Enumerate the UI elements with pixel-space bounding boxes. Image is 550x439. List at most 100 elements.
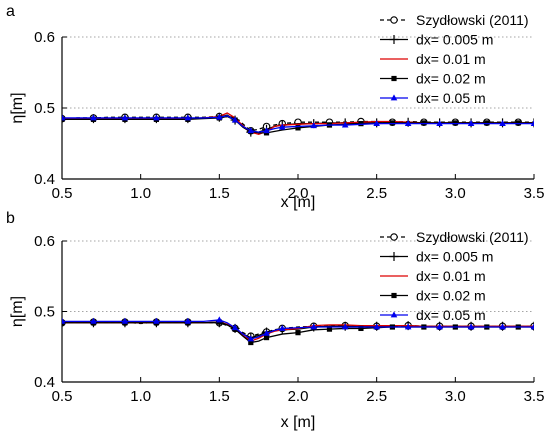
data-point: [263, 127, 270, 134]
y-tick-label: 0.4: [34, 171, 55, 188]
legend-entry: dx= 0.02 m: [416, 71, 486, 87]
y-axis-label: η[m]: [9, 296, 26, 327]
data-point: [310, 323, 318, 330]
data-point: [389, 252, 399, 261]
data-point: [515, 120, 521, 126]
series-line: [62, 115, 534, 133]
data-point: [499, 323, 506, 330]
data-point: [278, 123, 286, 130]
data-point: [216, 113, 223, 120]
series-line: [62, 115, 534, 132]
data-point: [390, 16, 398, 24]
data-point: [390, 311, 398, 318]
data-point: [484, 120, 490, 126]
legend: Szydłowski (2011) dx= 0.005 m dx= 0.01 m dx…: [380, 229, 529, 323]
chart-panel-a: a0.5 1.0 1.5 2.0 2.5 3.0 3.50.40.50.6x [m]η[m]…: [6, 3, 544, 211]
data-point: [121, 317, 129, 324]
data-point: [404, 120, 412, 127]
data-point: [62, 114, 66, 121]
series-4: [62, 113, 534, 134]
data-point: [373, 120, 380, 127]
data-point: [467, 323, 475, 330]
data-point: [184, 317, 192, 324]
y-tick-label: 0.6: [34, 233, 55, 250]
x-tick-label: 2.5: [366, 388, 387, 405]
legend-entry: Szydłowski (2011): [416, 12, 529, 28]
legend: Szydłowski (2011) dx= 0.005 m dx= 0.01 m dx…: [380, 12, 529, 106]
data-point: [263, 329, 270, 336]
x-tick-label: 0.5: [52, 388, 73, 405]
data-point: [184, 114, 192, 121]
data-point: [216, 316, 223, 323]
legend-entry: dx= 0.005 m: [416, 249, 493, 265]
legend-entry: dx= 0.05 m: [416, 307, 486, 323]
series-line: [62, 115, 534, 134]
data-point: [247, 127, 255, 134]
data-point: [231, 116, 239, 123]
x-tick-label: 2.0: [288, 185, 309, 202]
data-point: [389, 120, 395, 126]
data-point: [391, 75, 397, 82]
data-point: [153, 317, 160, 324]
data-point: [341, 323, 349, 330]
data-point: [90, 114, 97, 121]
series-3: [62, 319, 534, 346]
x-tick-label: 3.5: [524, 185, 545, 202]
data-point: [421, 120, 427, 126]
x-tick-label: 2.5: [366, 185, 387, 202]
data-point: [436, 120, 443, 127]
x-tick-label: 3.5: [524, 388, 545, 405]
legend-entry: Szydłowski (2011): [416, 229, 529, 245]
data-point: [248, 339, 254, 346]
legend-entry: dx= 0.005 m: [416, 32, 493, 48]
y-tick-label: 0.5: [34, 304, 55, 321]
data-point: [247, 335, 255, 342]
data-point: [390, 94, 398, 101]
x-tick-label: 1.5: [209, 388, 230, 405]
data-point: [389, 35, 399, 44]
x-tick-label: 3.0: [445, 185, 466, 202]
legend-entry: dx= 0.05 m: [416, 90, 486, 106]
legend-entry: dx= 0.01 m: [416, 51, 486, 67]
data-point: [90, 317, 97, 324]
x-tick-label: 3.0: [445, 388, 466, 405]
legend-entry: dx= 0.02 m: [416, 288, 486, 304]
legend-entry: dx= 0.01 m: [416, 268, 486, 284]
data-point: [310, 122, 318, 129]
x-tick-label: 1.0: [130, 185, 151, 202]
data-point: [278, 324, 286, 331]
panel-label: b: [6, 210, 15, 227]
data-point: [358, 325, 364, 332]
data-point: [499, 120, 506, 127]
series-line: [62, 319, 534, 340]
data-point: [373, 323, 380, 330]
data-point: [326, 326, 333, 332]
x-tick-label: 0.5: [52, 185, 73, 202]
x-tick-label: 1.5: [209, 185, 230, 202]
data-point: [263, 334, 270, 341]
x-tick-label: 1.0: [130, 388, 151, 405]
data-point: [530, 120, 534, 127]
data-point: [62, 317, 66, 324]
data-point: [404, 323, 412, 330]
series-4: [62, 316, 534, 342]
x-tick-label: 2.0: [288, 388, 309, 405]
data-point: [391, 292, 397, 299]
y-tick-label: 0.4: [34, 374, 55, 391]
data-point: [295, 330, 301, 336]
x-axis-label: x [m]: [281, 194, 316, 211]
data-point: [452, 120, 458, 126]
data-point: [121, 114, 129, 121]
data-point: [358, 121, 364, 127]
data-point: [390, 233, 398, 241]
y-tick-label: 0.5: [34, 100, 55, 117]
data-point: [231, 324, 239, 331]
chart-panel-b: b0.5 1.0 1.5 2.0 2.5 3.0 3.50.40.50.6x [m]η[m]…: [6, 210, 544, 431]
y-axis-label: η[m]: [9, 92, 26, 123]
data-point: [530, 323, 534, 330]
data-point: [153, 114, 160, 121]
y-tick-label: 0.6: [34, 29, 55, 46]
panel-label: a: [6, 3, 15, 20]
data-point: [341, 121, 349, 128]
